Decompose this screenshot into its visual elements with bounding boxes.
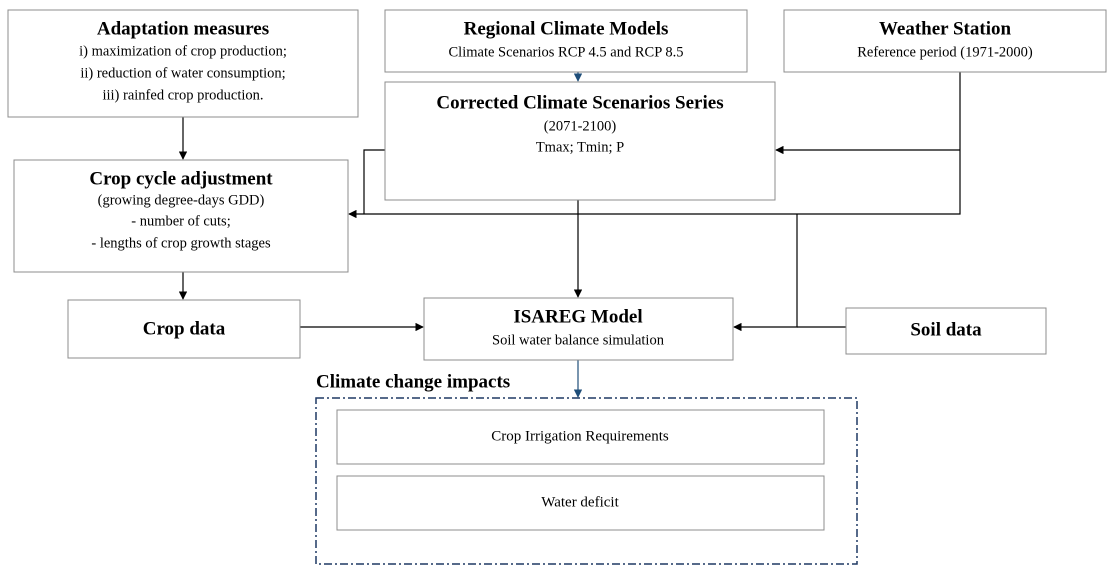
node-title: Corrected Climate Scenarios Series	[436, 92, 723, 113]
node-box	[783, 9, 1107, 73]
node-box	[67, 299, 301, 359]
impact-box	[336, 475, 825, 531]
node-box	[7, 9, 359, 118]
node-box	[845, 307, 1047, 355]
node-line: (growing degree-days GDD)	[98, 192, 265, 208]
node-line: (2071-2100)	[544, 118, 617, 134]
impacts-title: Climate change impacts	[316, 371, 510, 392]
node-line: Reference period (1971-2000)	[857, 44, 1033, 60]
node-title: Adaptation measures	[97, 18, 269, 39]
node-line: - lengths of crop growth stages	[91, 235, 271, 251]
arrow	[733, 214, 798, 332]
impact-item: Crop Irrigation Requirements	[491, 428, 669, 444]
node-line: - number of cuts;	[131, 213, 230, 229]
connector	[363, 149, 385, 214]
node-line: i) maximization of crop production;	[79, 43, 287, 59]
node-line: Soil water balance simulation	[492, 332, 665, 348]
node-box	[13, 159, 349, 273]
node-line: ii) reduction of water consumption;	[80, 65, 285, 81]
node-title: Crop data	[143, 318, 226, 339]
impact-box	[336, 409, 825, 465]
connectors	[178, 72, 961, 398]
node-box	[423, 297, 734, 361]
node-title: Weather Station	[879, 18, 1012, 39]
node-box	[384, 81, 776, 201]
node-title: Soil data	[910, 319, 982, 340]
impacts-frame	[315, 397, 858, 565]
node-line: Tmax; Tmin; P	[536, 139, 624, 155]
impact-item: Water deficit	[541, 494, 619, 510]
node-line: iii) rainfed crop production.	[102, 87, 263, 103]
node-line: Climate Scenarios RCP 4.5 and RCP 8.5	[449, 44, 684, 60]
node-box	[384, 9, 748, 73]
node-title: Regional Climate Models	[464, 18, 669, 39]
node-title: ISAREG Model	[513, 306, 642, 327]
node-title: Crop cycle adjustment	[89, 168, 273, 189]
arrow	[348, 72, 961, 219]
